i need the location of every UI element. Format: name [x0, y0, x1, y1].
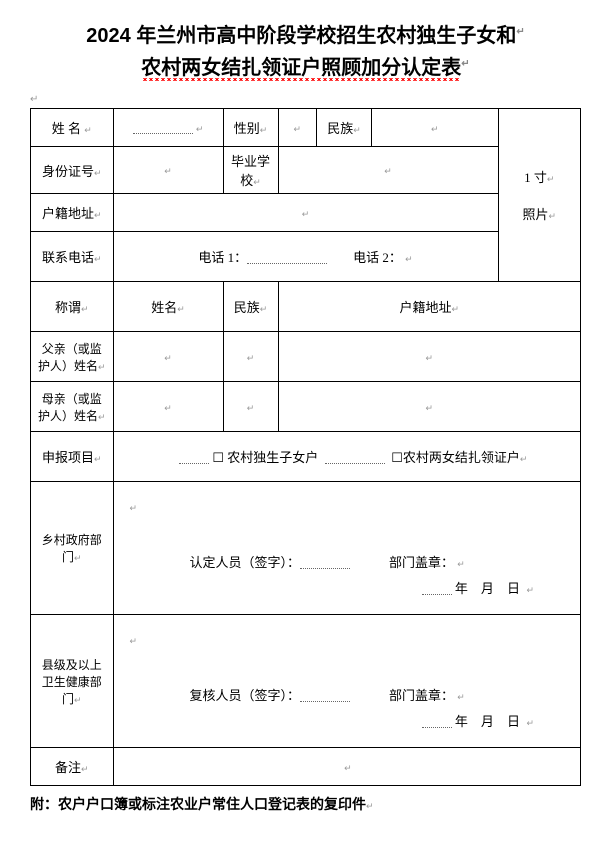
- form-title: 2024 年兰州市高中阶段学校招生农村独生子女和↵ 农村两女结扎领证户照顾加分认…: [30, 20, 581, 84]
- label-declare: 申报项目↵: [31, 432, 114, 482]
- field-contact[interactable]: 电话 1： 电话 2： ↵: [113, 232, 498, 282]
- field-gender[interactable]: ↵: [278, 109, 317, 147]
- label-remark: 备注↵: [31, 748, 114, 786]
- label-father: 父亲（或监护人）姓名↵: [31, 332, 114, 382]
- edit-mark: ↵: [516, 26, 524, 37]
- paragraph-mark: ↵: [30, 94, 581, 105]
- label-hukou: 户籍地址↵: [31, 194, 114, 232]
- label-pname: 姓名↵: [113, 282, 223, 332]
- field-mother-eth[interactable]: ↵: [223, 382, 278, 432]
- field-ethnicity[interactable]: ↵: [372, 109, 499, 147]
- label-county: 县级及以上卫生健康部门↵: [31, 615, 114, 748]
- photo-area: 1 寸↵ 照片↵: [498, 109, 581, 282]
- field-father-name[interactable]: ↵: [113, 332, 223, 382]
- field-father-hukou[interactable]: ↵: [278, 332, 581, 382]
- label-ethnicity: 民族↵: [317, 109, 372, 147]
- title-line-2: 农村两女结扎领证户照顾加分认定表: [141, 57, 461, 83]
- label-pethnicity: 民族↵: [223, 282, 278, 332]
- edit-mark: ↵: [461, 58, 469, 69]
- field-declare[interactable]: ☐ 农村独生子女户 ☐农村两女结扎领证户↵: [113, 432, 581, 482]
- field-id[interactable]: ↵: [113, 147, 223, 194]
- label-mother: 母亲（或监护人）姓名↵: [31, 382, 114, 432]
- field-hukou[interactable]: ↵: [113, 194, 498, 232]
- field-school[interactable]: ↵: [278, 147, 498, 194]
- label-school: 毕业学校↵: [223, 147, 278, 194]
- label-gender: 性别↵: [223, 109, 278, 147]
- field-mother-name[interactable]: ↵: [113, 382, 223, 432]
- label-village: 乡村政府部门↵: [31, 482, 114, 615]
- footer-attachment-note: 附：农户户口簿或标注农业户常住人口登记表的复印件↵: [30, 794, 581, 814]
- field-village[interactable]: ↵ 认定人员（签字）： 部门盖章： ↵ 年 月 日 ↵: [113, 482, 581, 615]
- field-name[interactable]: ↵: [113, 109, 223, 147]
- field-father-eth[interactable]: ↵: [223, 332, 278, 382]
- label-name: 姓 名 ↵: [31, 109, 114, 147]
- label-id: 身份证号↵: [31, 147, 114, 194]
- field-county[interactable]: ↵ 复核人员（签字）： 部门盖章： ↵ 年 月 日 ↵: [113, 615, 581, 748]
- title-line-1: 2024 年兰州市高中阶段学校招生农村独生子女和: [86, 25, 516, 47]
- label-appellation: 称谓↵: [31, 282, 114, 332]
- application-form-table: 姓 名 ↵ ↵ 性别↵ ↵ 民族↵ ↵ 1 寸↵ 照片↵ 身份证号↵ ↵ 毕业学…: [30, 108, 581, 786]
- field-mother-hukou[interactable]: ↵: [278, 382, 581, 432]
- label-phukou: 户籍地址↵: [278, 282, 581, 332]
- label-contact: 联系电话↵: [31, 232, 114, 282]
- field-remark[interactable]: ↵: [113, 748, 581, 786]
